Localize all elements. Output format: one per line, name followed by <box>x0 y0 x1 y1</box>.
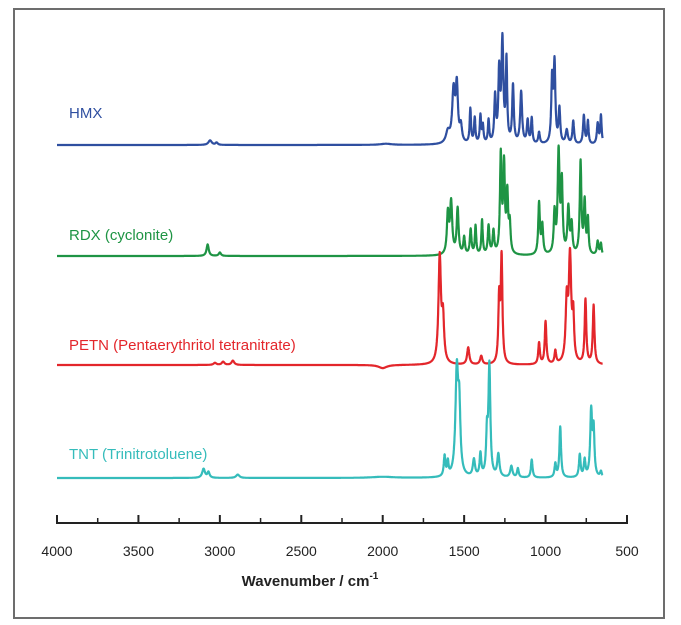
series-label-2: RDX (cyclonite) <box>69 227 173 244</box>
x-tick-label: 1500 <box>449 543 480 559</box>
series-line-1 <box>56 31 604 147</box>
series-label-1: HMX <box>69 105 102 122</box>
series-label-layer: HMX RDX (cyclonite) PETN (Pentaerythritol … <box>69 105 296 463</box>
x-tick-label: 2000 <box>367 543 398 559</box>
series-layer <box>56 31 604 480</box>
series-line-3 <box>56 246 604 370</box>
x-tick-label: 1000 <box>530 543 561 559</box>
series-label-4: TNT (Trinitrotoluene) <box>69 446 207 463</box>
x-axis-title-text: Wavenumber / cm <box>242 573 370 590</box>
x-tick-label: 3500 <box>123 543 154 559</box>
x-axis: 4000 3500 3000 2500 2000 1500 1000 500 <box>41 515 639 559</box>
x-tick-label: 3000 <box>204 543 235 559</box>
series-label-3: PETN (Pentaerythritol tetranitrate) <box>69 337 296 354</box>
x-tick-label: 500 <box>615 543 639 559</box>
series-line-2 <box>56 144 604 258</box>
x-axis-title: Wavenumber / cm-1 <box>242 571 379 590</box>
x-axis-title-superscript: -1 <box>369 571 378 582</box>
x-tick-label: 2500 <box>286 543 317 559</box>
series-line-4 <box>56 358 604 480</box>
x-tick-label: 4000 <box>41 543 72 559</box>
